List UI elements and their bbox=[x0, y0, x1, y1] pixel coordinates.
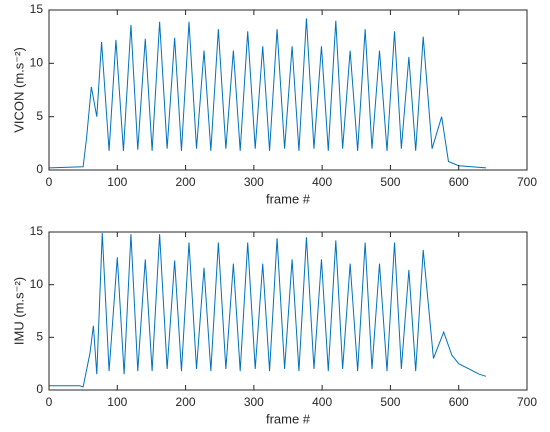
y-tick-label: 10 bbox=[30, 56, 44, 70]
x-tick-label: 300 bbox=[244, 395, 264, 409]
x-tick-label: 700 bbox=[517, 175, 537, 189]
y-tick-label: 10 bbox=[30, 277, 44, 291]
plot-area bbox=[49, 10, 527, 170]
plot-area bbox=[49, 232, 527, 390]
x-tick-label: 700 bbox=[517, 395, 537, 409]
y-tick-label: 0 bbox=[36, 382, 43, 396]
y-tick-label: 5 bbox=[36, 330, 43, 344]
x-tick-label: 400 bbox=[312, 175, 332, 189]
y-axis-label: IMU (m.s⁻²) bbox=[11, 277, 26, 345]
y-tick-label: 15 bbox=[30, 224, 44, 238]
x-tick-label: 400 bbox=[312, 395, 332, 409]
x-tick-label: 200 bbox=[176, 175, 196, 189]
x-axis-label: frame # bbox=[266, 191, 311, 206]
axes-box bbox=[48, 231, 528, 391]
x-tick-label: 0 bbox=[46, 175, 53, 189]
y-tick-label: 15 bbox=[30, 2, 44, 16]
data-line bbox=[49, 233, 487, 388]
x-tick-label: 600 bbox=[449, 395, 469, 409]
data-line bbox=[48, 18, 487, 169]
y-tick-label: 0 bbox=[36, 162, 43, 176]
x-tick-label: 600 bbox=[449, 175, 469, 189]
y-axis-label: VICON (m.s⁻²) bbox=[11, 47, 26, 133]
x-tick-label: 500 bbox=[380, 175, 400, 189]
x-tick-label: 500 bbox=[380, 395, 400, 409]
x-axis-label: frame # bbox=[266, 411, 311, 426]
x-tick-label: 300 bbox=[244, 175, 264, 189]
x-tick-label: 100 bbox=[107, 395, 127, 409]
x-tick-label: 200 bbox=[176, 395, 196, 409]
x-tick-label: 100 bbox=[107, 175, 127, 189]
y-tick-label: 5 bbox=[36, 109, 43, 123]
axes-box bbox=[48, 9, 528, 171]
x-tick-label: 0 bbox=[46, 395, 53, 409]
